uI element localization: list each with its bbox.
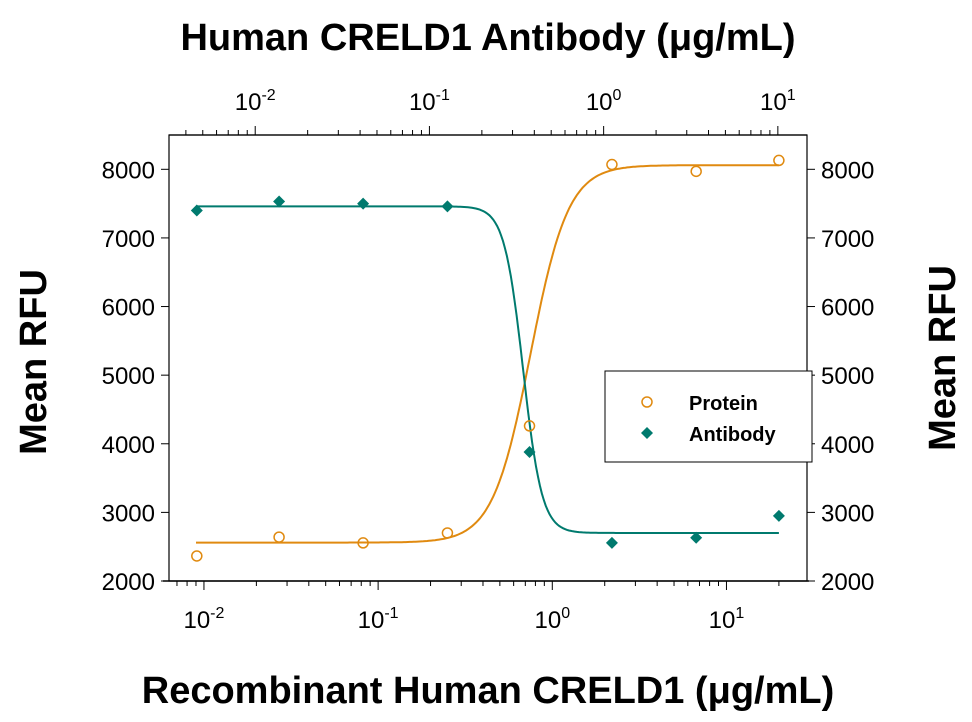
protein-data-point xyxy=(773,154,785,167)
y-tick-label-right: 2000 xyxy=(821,569,874,596)
plot-frame xyxy=(168,134,808,582)
protein-data-point xyxy=(273,531,285,543)
antibody-data-point xyxy=(273,195,286,208)
legend: Protein Antibody xyxy=(604,370,813,463)
y-axis-title-left: Mean RFU xyxy=(13,269,55,455)
top-axis-title: Human CRELD1 Antibody (μg/mL) xyxy=(180,17,795,59)
antibody-data-point xyxy=(523,446,536,459)
y-tick-label-left: 3000 xyxy=(102,500,155,527)
y-tick-label-right: 6000 xyxy=(821,295,874,322)
y-tick-label-right: 8000 xyxy=(821,157,874,184)
antibody-data-point xyxy=(772,509,785,522)
protein-data-point xyxy=(690,165,702,178)
protein-data-point xyxy=(191,550,203,562)
legend-protein-label: Protein xyxy=(689,393,758,415)
y-tick-label-left: 8000 xyxy=(102,157,155,184)
y-tick-label-left: 5000 xyxy=(102,363,155,390)
y-tick-label-right: 3000 xyxy=(821,500,874,527)
antibody-data-point xyxy=(190,204,203,217)
antibody-fit-curve xyxy=(196,205,779,534)
protein-fit-curve xyxy=(196,164,779,544)
antibody-data-point xyxy=(605,536,618,549)
x-bottom-tick-label: 10-1 xyxy=(358,605,399,634)
legend-protein-marker xyxy=(641,396,653,408)
x-top-tick-label: 10-2 xyxy=(235,87,276,116)
y-tick-label-left: 2000 xyxy=(102,569,155,596)
y-tick-label-left: 7000 xyxy=(102,226,155,253)
x-top-tick-label: 101 xyxy=(760,87,796,116)
legend-antibody-label: Antibody xyxy=(689,424,777,446)
antibody-data-point xyxy=(357,197,370,210)
protein-data-point xyxy=(357,537,369,549)
x-axis-title: Recombinant Human CRELD1 (μg/mL) xyxy=(142,670,835,712)
antibody-data-point xyxy=(441,200,454,213)
legend-antibody-marker xyxy=(641,427,653,439)
x-bottom-tick-label: 10-2 xyxy=(183,605,224,634)
antibody-data-point xyxy=(690,531,703,544)
x-bottom-tick-label: 101 xyxy=(709,605,745,634)
x-top-tick-label: 10-1 xyxy=(409,87,450,116)
y-tick-label-left: 4000 xyxy=(102,432,155,459)
y-axis-title-right: Mean RFU xyxy=(922,265,964,451)
protein-data-point xyxy=(441,527,454,539)
y-tick-label-right: 7000 xyxy=(821,226,874,253)
x-bottom-tick-label: 100 xyxy=(534,605,570,634)
x-top-tick-label: 100 xyxy=(586,87,622,116)
y-tick-label-right: 5000 xyxy=(821,363,874,390)
protein-data-point xyxy=(523,420,536,432)
y-tick-label-right: 4000 xyxy=(821,432,874,459)
protein-data-point xyxy=(606,158,618,171)
y-tick-label-left: 6000 xyxy=(102,295,155,322)
